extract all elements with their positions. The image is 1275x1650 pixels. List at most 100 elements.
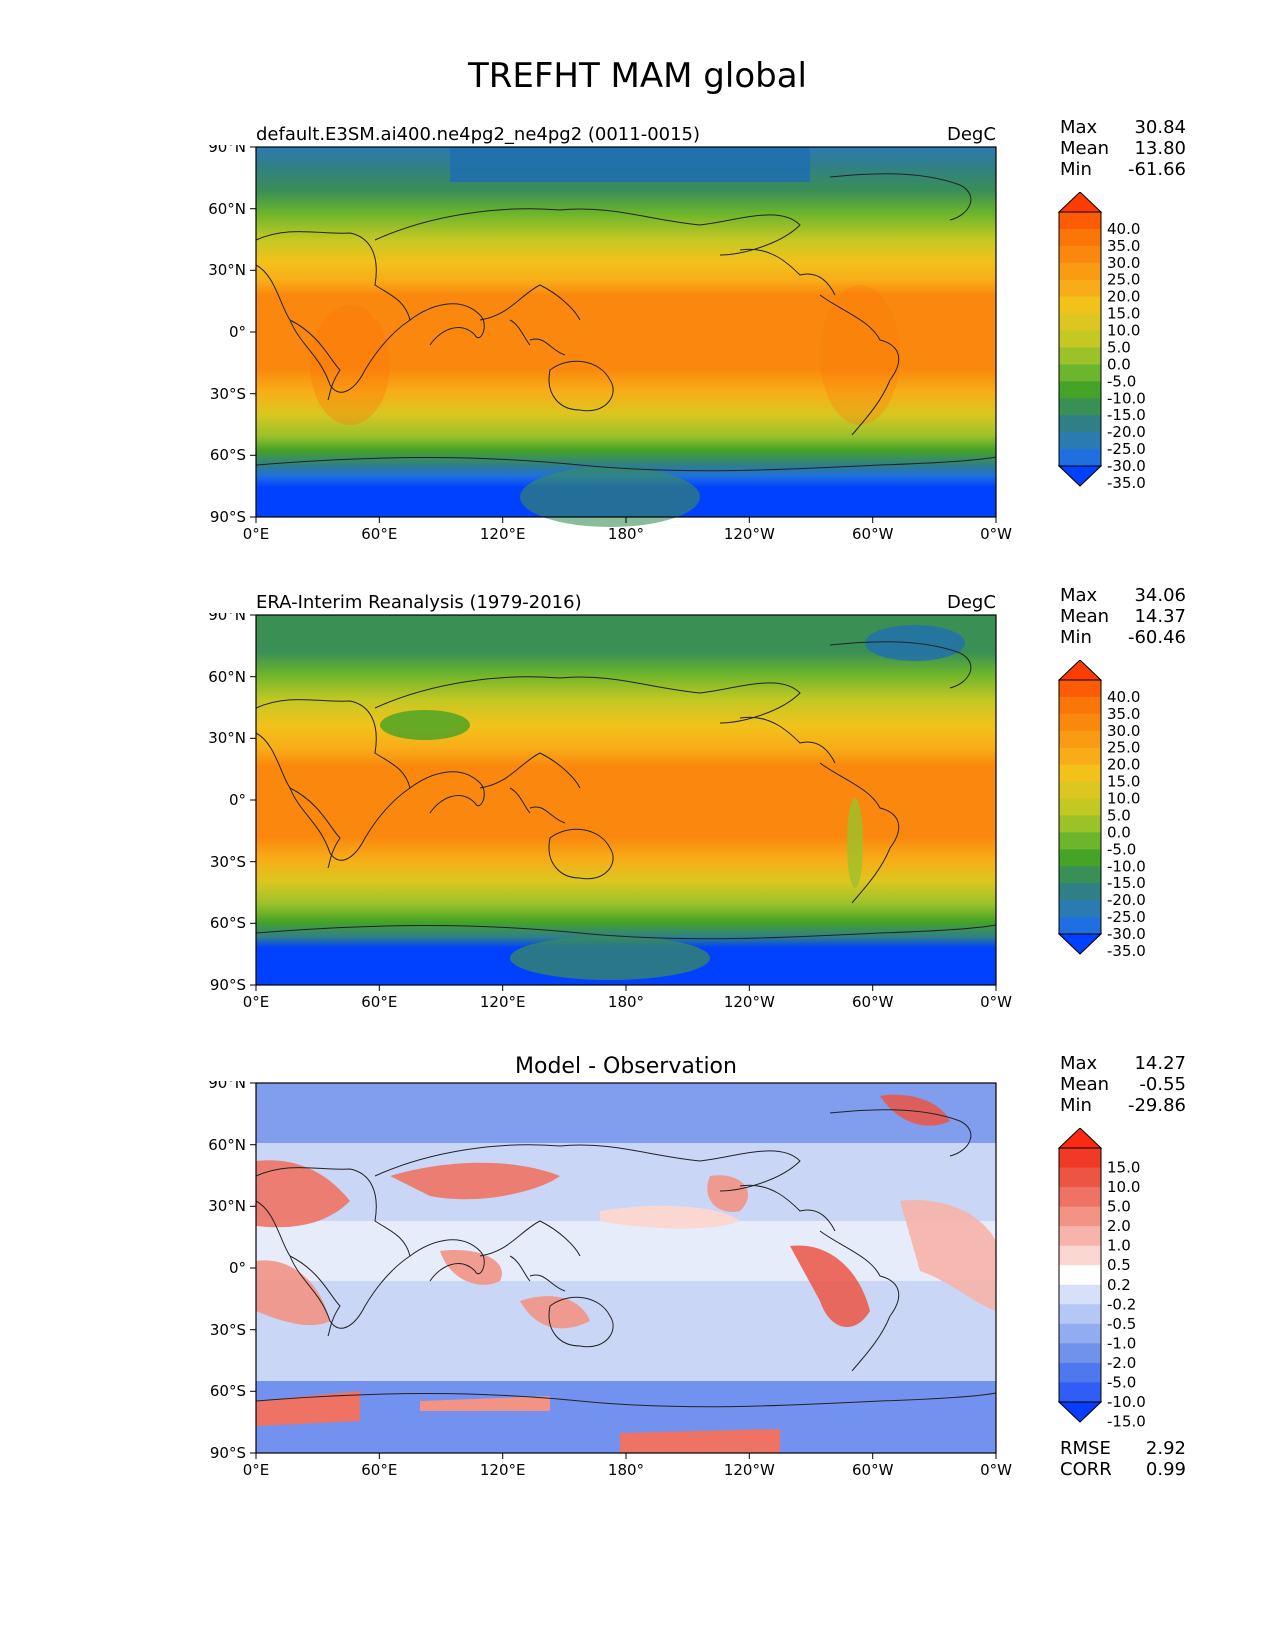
colorbar-segment [1059, 866, 1101, 884]
colorbar-segment [1059, 1187, 1101, 1208]
lon-ticks: 0°E 60°E 120°E 180° 120°W 60°W 0°W [243, 517, 1012, 543]
coastlines [255, 1109, 997, 1408]
colorbar-tick-label: -2.0 [1107, 1354, 1136, 1372]
colorbar-tick-label: -20.0 [1107, 891, 1146, 909]
lat-tick-label: 30°N [208, 1197, 246, 1215]
panel-model-colorbar: 40.035.030.025.020.015.010.05.00.0-5.0-1… [1057, 192, 1146, 492]
colorbar-segment [1059, 730, 1101, 749]
lat-tick-label: 90°N [208, 613, 246, 624]
metric-corr: 0.99 [1145, 1459, 1186, 1480]
colorbar-segment [1059, 1323, 1101, 1344]
colorbar-tick-label: -15.0 [1107, 1413, 1146, 1428]
stat-label: Max [1060, 1053, 1098, 1074]
colorbar-tick-label: 5.0 [1107, 1198, 1131, 1216]
panel-model-units: DegC [947, 124, 996, 145]
lon-tick-label: 0°E [243, 525, 270, 543]
colorbar-tick-label: 0.0 [1107, 823, 1131, 841]
lon-tick-label: 60°E [361, 993, 397, 1011]
lon-tick-label: 60°E [361, 525, 397, 543]
colorbar-segment [1059, 1226, 1101, 1247]
panel-diff-map: 90°N 60°N 30°N 0° 30°S 60°S 90°S 0°E 60°… [208, 1081, 1012, 1479]
colorbar-tick-label: -0.5 [1107, 1315, 1136, 1333]
colorbar-segment [1059, 1362, 1101, 1384]
panel-obs-title: ERA-Interim Reanalysis (1979-2016) [256, 592, 582, 613]
lat-ticks: 90°N 60°N 30°N 0° 30°S 60°S 90°S [208, 145, 256, 526]
lat-tick-label: 60°N [208, 668, 246, 686]
stat-min: -61.66 [1127, 159, 1186, 180]
stat-mean: 13.80 [1134, 138, 1186, 159]
colorbar-segment [1059, 1304, 1101, 1325]
colorbar-extend-min [1057, 465, 1103, 487]
map-fill [256, 1083, 996, 1453]
lat-tick-label: 60°S [210, 914, 246, 932]
colorbar-segment [1059, 330, 1101, 349]
colorbar-tick-label: 40.0 [1107, 688, 1140, 706]
colorbar-segment [1059, 1284, 1101, 1305]
colorbar-segment [1059, 296, 1101, 315]
panel-obs-units: DegC [947, 592, 996, 613]
lon-tick-label: 120°W [724, 1461, 775, 1479]
colorbar-segment [1059, 262, 1101, 281]
colorbar-tick-label: 2.0 [1107, 1217, 1131, 1235]
lon-tick-label: 120°W [724, 993, 775, 1011]
colorbar-tick-label: -30.0 [1107, 925, 1146, 943]
lat-tick-label: 30°N [208, 261, 246, 279]
lat-tick-label: 90°S [210, 1444, 246, 1462]
colorbar-frame [1058, 1147, 1102, 1403]
stat-label: Min [1060, 159, 1092, 180]
colorbar-tick-label: -10.0 [1107, 389, 1146, 407]
stat-min: -60.46 [1127, 627, 1186, 648]
colorbar-tick-label: -5.0 [1107, 840, 1136, 858]
stat-max: 34.06 [1134, 585, 1186, 606]
colorbar-segment [1059, 680, 1101, 698]
lat-tick-label: 30°S [210, 853, 246, 871]
lon-ticks: 0°E 60°E 120°E 180° 120°W 60°W 0°W [243, 985, 1012, 1011]
colorbar-frame [1058, 211, 1102, 467]
colorbar-segment [1059, 449, 1101, 467]
colorbar-tick-label: -15.0 [1107, 406, 1146, 424]
colorbar-tick-label: 10.0 [1107, 790, 1140, 808]
lat-tick-label: 0° [229, 1259, 246, 1277]
lat-tick-label: 90°S [210, 976, 246, 994]
lon-tick-label: 0°E [243, 1461, 270, 1479]
colorbar-tick-label: -5.0 [1107, 1373, 1136, 1391]
colorbar-tick-label: -35.0 [1107, 942, 1146, 960]
lon-tick-label: 120°E [480, 1461, 526, 1479]
colorbar-tick-label: -5.0 [1107, 372, 1136, 390]
colorbar-tick-label: -15.0 [1107, 874, 1146, 892]
colorbar-segment [1059, 747, 1101, 766]
colorbar-segment [1059, 1343, 1101, 1364]
stat-label: Mean [1060, 138, 1110, 159]
colorbar-tick-label: -35.0 [1107, 474, 1146, 492]
colorbar-segment [1059, 245, 1101, 264]
lat-ticks: 90°N 60°N 30°N 0° 30°S 60°S 90°S [208, 613, 256, 994]
colorbar-segment [1059, 900, 1101, 918]
lon-tick-label: 120°E [480, 993, 526, 1011]
colorbar-extend-min [1057, 1401, 1103, 1423]
colorbar-segment [1059, 415, 1101, 433]
panel-model-title: default.E3SM.ai400.ne4pg2_ne4pg2 (0011-0… [256, 124, 701, 145]
colorbar-segment [1059, 781, 1101, 800]
colorbar-extend-min [1057, 933, 1103, 955]
lon-tick-label: 0°W [980, 993, 1012, 1011]
stat-label: Mean [1060, 1074, 1110, 1095]
colorbar-tick-label: 1.0 [1107, 1237, 1131, 1255]
colorbar-segment [1059, 228, 1101, 247]
colorbar-segment [1059, 1245, 1101, 1266]
colorbar-tick-label: -25.0 [1107, 440, 1146, 458]
coastlines [255, 173, 997, 472]
colorbar-tick-label: 35.0 [1107, 237, 1140, 255]
lat-tick-label: 30°N [208, 729, 246, 747]
colorbar-tick-label: 5.0 [1107, 806, 1131, 824]
lat-tick-label: 30°S [210, 1321, 246, 1339]
colorbar-tick-label: 30.0 [1107, 254, 1140, 272]
lon-tick-label: 180° [608, 993, 644, 1011]
stat-mean: -0.55 [1139, 1074, 1186, 1095]
stat-label: Max [1060, 585, 1098, 606]
stat-min: -29.86 [1127, 1095, 1186, 1116]
lat-tick-label: 0° [229, 791, 246, 809]
colorbar-tick-label: 15.0 [1107, 773, 1140, 791]
colorbar-segment [1059, 713, 1101, 732]
panel-obs-colorbar: 40.035.030.025.020.015.010.05.00.0-5.0-1… [1057, 660, 1146, 960]
colorbar-segment [1059, 1265, 1101, 1286]
